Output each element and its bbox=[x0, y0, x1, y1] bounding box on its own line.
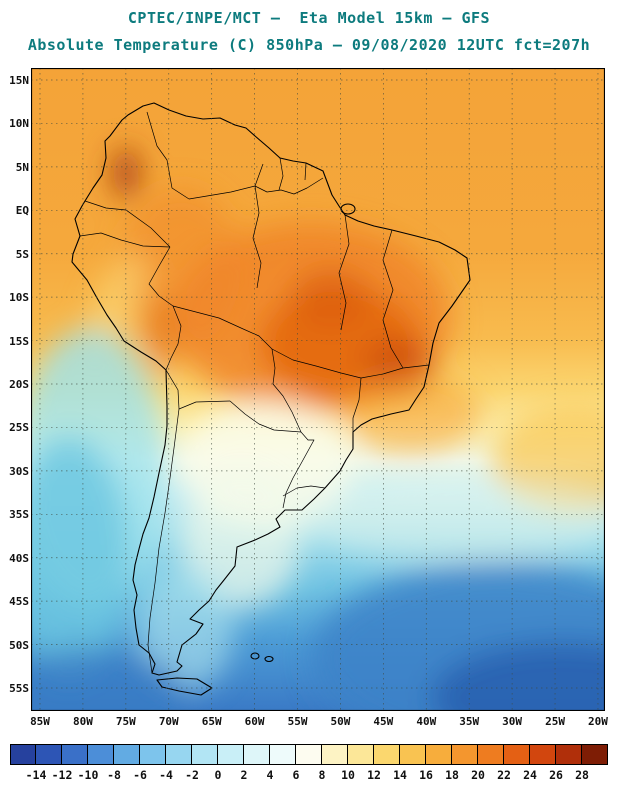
lat-label-30S: 30S bbox=[9, 464, 29, 478]
colorbar-cell-14 bbox=[374, 744, 400, 765]
colorbar-cell-3 bbox=[88, 744, 114, 765]
map-frame bbox=[31, 68, 605, 711]
colorbar-cell-4 bbox=[114, 744, 140, 765]
temperature-colorbar bbox=[10, 744, 608, 765]
lat-label-25S: 25S bbox=[9, 421, 29, 435]
lat-label-EQ: EQ bbox=[15, 204, 29, 218]
colorbar-label--12: -12 bbox=[51, 768, 73, 782]
lat-label-10N: 10N bbox=[9, 117, 29, 131]
lon-label-25W: 25W bbox=[545, 715, 565, 728]
colorbar-cell-1 bbox=[36, 744, 62, 765]
colorbar-cell-10 bbox=[270, 744, 296, 765]
lon-label-35W: 35W bbox=[459, 715, 480, 728]
lat-label-15N: 15N bbox=[9, 74, 29, 87]
colorbar-cell-7 bbox=[192, 744, 218, 765]
colorbar-label-14: 14 bbox=[393, 768, 407, 782]
lon-label-70W: 70W bbox=[158, 715, 179, 728]
colorbar-label--10: -10 bbox=[77, 768, 99, 782]
lat-label-5S: 5S bbox=[15, 247, 29, 261]
colorbar-label-22: 22 bbox=[497, 768, 511, 782]
colorbar-label--14: -14 bbox=[25, 768, 47, 782]
colorbar-label-8: 8 bbox=[318, 768, 326, 782]
colorbar-label-18: 18 bbox=[445, 768, 459, 782]
colorbar-cell-19 bbox=[504, 744, 530, 765]
temperature-map bbox=[31, 68, 605, 711]
colorbar-label-28: 28 bbox=[575, 768, 589, 782]
colorbar-cell-2 bbox=[62, 744, 88, 765]
colorbar-cell-16 bbox=[426, 744, 452, 765]
coastline bbox=[71, 102, 471, 696]
colorbar-label-10: 10 bbox=[341, 768, 355, 782]
colorbar-cell-5 bbox=[140, 744, 166, 765]
lat-label-20S: 20S bbox=[9, 378, 29, 391]
lat-label-55S: 55S bbox=[9, 682, 29, 696]
colorbar-cell-22 bbox=[582, 744, 608, 765]
colorbar-label--4: -4 bbox=[159, 768, 173, 782]
lon-label-30W: 30W bbox=[502, 715, 523, 728]
colorbar-label-20: 20 bbox=[471, 768, 485, 782]
colorbar-cell-8 bbox=[218, 744, 244, 765]
colorbar-cell-17 bbox=[452, 744, 478, 765]
colorbar-cell-21 bbox=[556, 744, 582, 765]
lon-label-65W: 65W bbox=[201, 715, 222, 728]
colorbar-cell-15 bbox=[400, 744, 426, 765]
colorbar-label-4: 4 bbox=[266, 768, 274, 782]
colorbar-label-0: 0 bbox=[214, 768, 222, 782]
lat-label-10S: 10S bbox=[9, 291, 29, 305]
lon-label-80W: 80W bbox=[72, 715, 93, 728]
lat-label-40S: 40S bbox=[9, 551, 29, 565]
colorbar-label--6: -6 bbox=[133, 768, 147, 782]
lon-label-60W: 60W bbox=[244, 715, 265, 728]
colorbar-cell-9 bbox=[244, 744, 270, 765]
lon-label-75W: 75W bbox=[115, 715, 136, 728]
lon-label-85W: 85W bbox=[30, 715, 50, 728]
colorbar-label-26: 26 bbox=[549, 768, 563, 782]
lon-label-20W: 20W bbox=[588, 715, 608, 728]
lat-label-50S: 50S bbox=[9, 638, 29, 652]
lat-label-35S: 35S bbox=[9, 508, 29, 522]
lon-label-40W: 40W bbox=[416, 715, 437, 728]
colorbar-label--2: -2 bbox=[185, 768, 199, 782]
colorbar-label-6: 6 bbox=[292, 768, 300, 782]
colorbar-cell-18 bbox=[478, 744, 504, 765]
lat-label-5N: 5N bbox=[15, 160, 29, 174]
colorbar-cell-6 bbox=[166, 744, 192, 765]
colorbar-label-24: 24 bbox=[523, 768, 537, 782]
lon-label-55W: 55W bbox=[287, 715, 308, 728]
lat-label-15S: 15S bbox=[9, 334, 29, 348]
map-title-line2: Absolute Temperature (C) 850hPa – 09/08/… bbox=[27, 36, 591, 54]
lon-label-50W: 50W bbox=[330, 715, 351, 728]
lon-label-45W: 45W bbox=[373, 715, 394, 728]
map-plot-area bbox=[31, 68, 605, 711]
colorbar-cell-12 bbox=[322, 744, 348, 765]
colorbar-cell-0 bbox=[10, 744, 36, 765]
grid-lines bbox=[31, 68, 605, 711]
map-title-line1: CPTEC/INPE/MCT – Eta Model 15km – GFS bbox=[127, 9, 491, 27]
colorbar-cell-20 bbox=[530, 744, 556, 765]
colorbar-label-16: 16 bbox=[419, 768, 433, 782]
colorbar-label-12: 12 bbox=[367, 768, 381, 782]
country-borders bbox=[79, 111, 430, 674]
lat-label-45S: 45S bbox=[9, 595, 29, 609]
colorbar-cell-13 bbox=[348, 744, 374, 765]
colorbar-cell-11 bbox=[296, 744, 322, 765]
colorbar-label--8: -8 bbox=[107, 768, 121, 782]
colorbar-label-2: 2 bbox=[240, 768, 248, 782]
